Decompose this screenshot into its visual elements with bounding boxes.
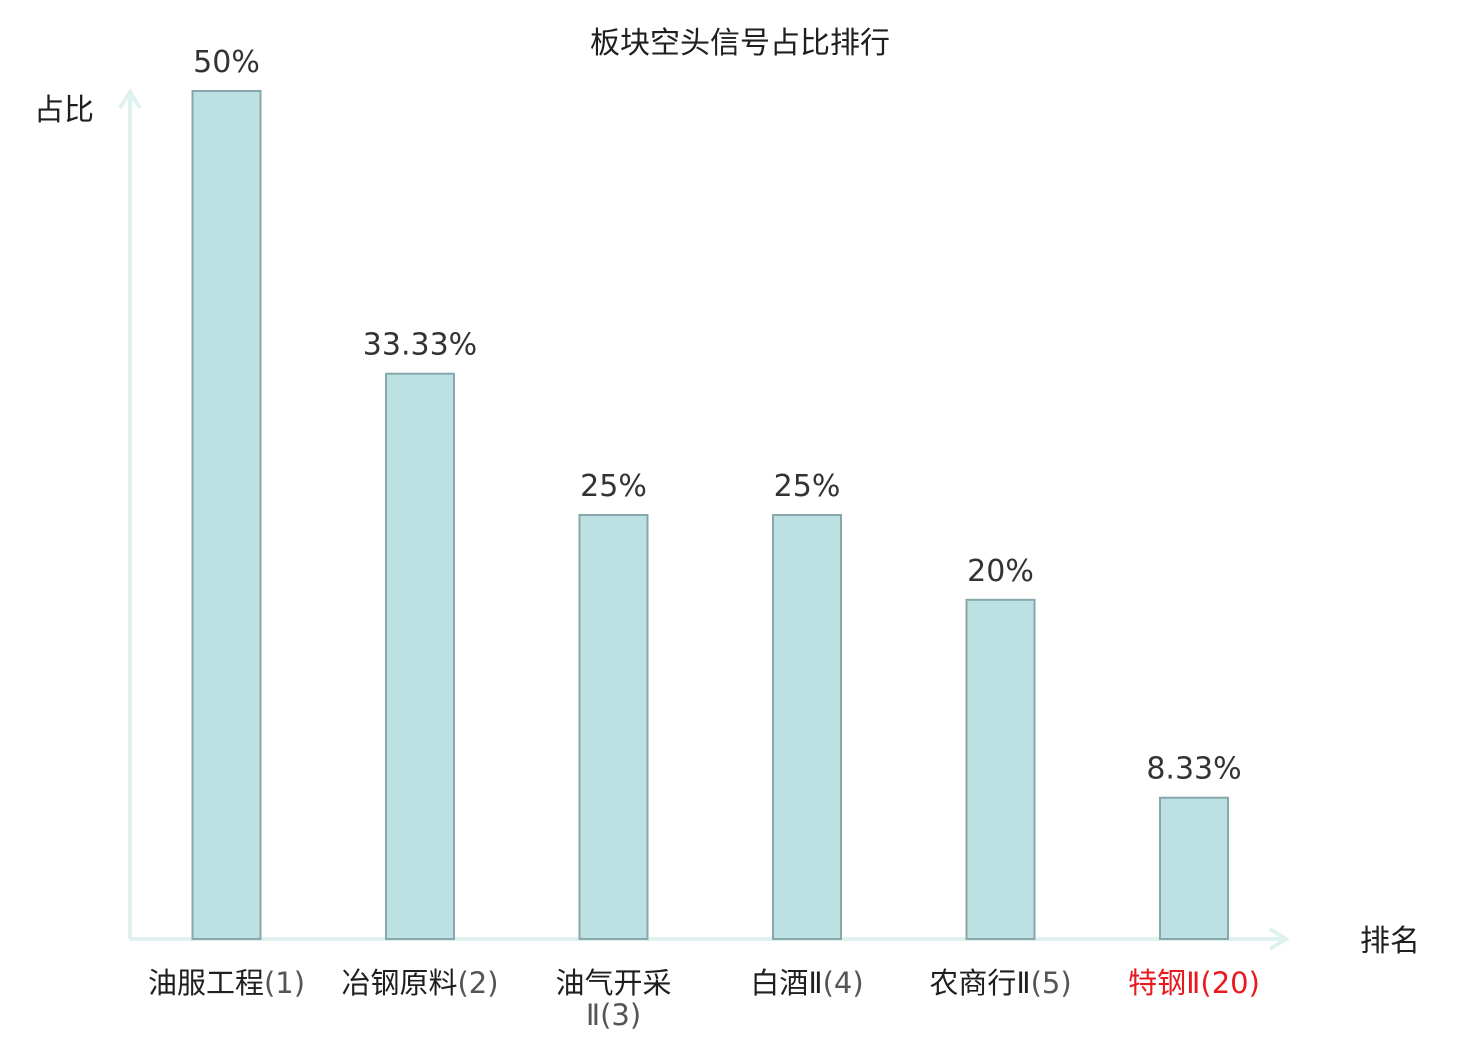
chart-title: 板块空头信号占比排行: [590, 26, 890, 61]
bar: [385, 372, 455, 940]
bar-value-label: 25%: [774, 469, 841, 504]
y-axis-arrow: [118, 88, 142, 110]
x-tick-label-rank: (2): [457, 966, 498, 1000]
x-tick-label-rank: (5): [1031, 966, 1072, 1000]
bar: [772, 514, 842, 940]
x-tick-label-rank: Ⅱ(3): [586, 998, 641, 1032]
x-tick-label-name: 油服工程: [148, 966, 264, 1000]
x-tick-label: 冶钢原料(2): [341, 966, 498, 1000]
x-tick-label: 农商行Ⅱ(5): [929, 966, 1071, 1000]
x-tick-label-name: 特钢Ⅱ: [1128, 966, 1200, 1000]
bar-value-label: 33.33%: [363, 328, 477, 363]
bar: [191, 90, 262, 940]
x-tick-label-rank: (20): [1200, 966, 1260, 1000]
x-tick-label: 油服工程(1): [148, 966, 305, 1000]
x-tick-label: 油气开采 Ⅱ(3): [555, 966, 671, 1032]
x-tick-label-rank: (1): [264, 966, 305, 1000]
x-tick-label-name: 农商行Ⅱ: [929, 966, 1030, 1000]
x-axis-label: 排名: [1360, 924, 1420, 959]
bar: [578, 514, 649, 940]
x-tick-label: 白酒Ⅱ(4): [750, 966, 863, 1000]
x-tick-label-name: 冶钢原料: [341, 966, 457, 1000]
x-tick-label-name: 白酒Ⅱ: [750, 966, 822, 1000]
bar: [965, 598, 1036, 940]
bar-value-label: 20%: [967, 554, 1034, 589]
y-axis-label: 占比: [34, 93, 94, 128]
x-axis-arrow: [1268, 927, 1290, 951]
x-tick-label-rank: (4): [823, 966, 864, 1000]
x-tick-label-name: 油气开采: [555, 966, 671, 1000]
bar-value-label: 50%: [193, 45, 260, 80]
bar: [1159, 796, 1229, 940]
bar-value-label: 25%: [580, 469, 647, 504]
bar-series: 50% 油服工程(1) 33.33% 冶钢原料(2) 25% 油气开采 Ⅱ(3) 25% 白酒Ⅱ…: [148, 45, 1260, 1032]
bar-value-label: 8.33%: [1146, 752, 1241, 787]
x-tick-label: 特钢Ⅱ(20): [1128, 966, 1260, 1000]
